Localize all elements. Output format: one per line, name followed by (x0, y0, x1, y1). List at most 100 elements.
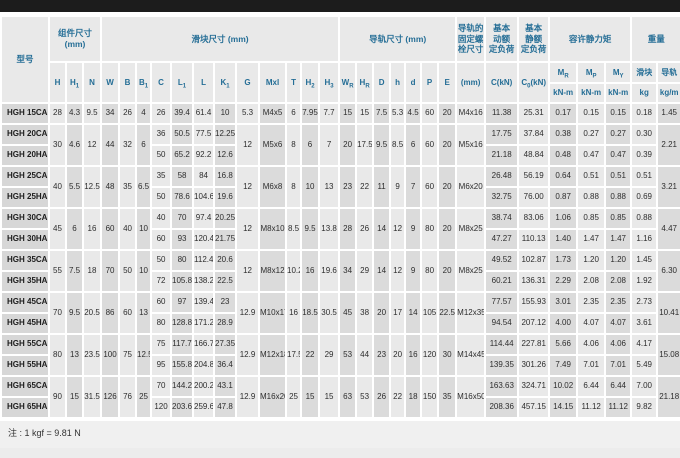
cell-Ckn: 114.44 (484, 333, 520, 356)
shared-cell-h: 22 (389, 375, 407, 419)
shared-cell-HR: 44 (355, 333, 375, 377)
cell-L: 104.6 (192, 186, 216, 209)
cell-K1: 43.1 (213, 375, 238, 398)
shared-cell-T: 6 (285, 102, 303, 125)
cell-mB: 5.49 (630, 354, 659, 377)
shared-cell-Mxl: M8x12 (258, 249, 288, 293)
cell-C0kn: 110.13 (517, 228, 551, 251)
shared-cell-H3: 13.8 (318, 207, 341, 251)
shared-cell-E: 20 (437, 249, 458, 293)
table-row: HGH 25HA 50 78.6 104.6 19.6 32.75 76.00 0.87 0.8… (0, 186, 680, 209)
shared-cell-B: 32 (118, 123, 138, 167)
shared-cell-T: 8 (285, 165, 303, 209)
table-body: HGH 15CA 28 4.3 9.5 34 26 4 26 39.4 61.4 10 5.3 M4x5… (0, 102, 680, 419)
shared-cell-D: 26 (372, 375, 392, 419)
table-row: HGH 35CA 55 7.5 18 70 50 10 50 80 112.4 20.6 12 M8x1… (0, 249, 680, 293)
model-cell: HGH 65CA (0, 375, 50, 398)
shared-cell-bolt: M6x20 (455, 165, 487, 209)
group-header: 滑块尺寸 (mm) (100, 15, 341, 63)
shared-cell-W: 86 (100, 291, 121, 335)
cell-Ckn: 49.52 (484, 249, 520, 272)
cell-K1: 16.8 (213, 165, 238, 188)
cell-K1: 23 (213, 291, 238, 314)
shared-cell-B: 26 (118, 102, 138, 125)
shared-cell-H3: 7 (318, 123, 341, 167)
cell-MR: 3.01 (548, 291, 579, 314)
shared-cell-Mxl: M16x20 (258, 375, 288, 419)
shared-cell-W: 44 (100, 123, 121, 167)
cell-K1: 19.6 (213, 186, 238, 209)
shared-cell-D: 14 (372, 249, 392, 293)
shared-cell-HR: 22 (355, 165, 375, 209)
cell-MP: 0.47 (576, 144, 607, 167)
shared-cell-bolt: M12x35 (455, 291, 487, 335)
shared-cell-B1: 6.5 (135, 165, 153, 209)
group-header: 导轨尺寸 (mm) (338, 15, 458, 63)
unit-header: kN-m (548, 82, 579, 104)
cell-C0kn: 136.31 (517, 270, 551, 293)
column-header: G (235, 61, 261, 104)
cell-MP: 0.15 (576, 102, 607, 125)
shared-cell-H2: 18.5 (300, 291, 321, 335)
cell-L: 84 (192, 165, 216, 188)
shared-cell-bolt: M16x50 (455, 375, 487, 419)
cell-L: 97.4 (192, 207, 216, 230)
shared-cell-H2: 7.95 (300, 102, 321, 125)
table-row: HGH 65CA 90 15 31.5 126 76 25 70 144.2 200.2 43.1 1… (0, 375, 680, 419)
shared-cell-H2: 15 (300, 375, 321, 419)
column-header: D (372, 61, 392, 104)
shared-cell-W: 34 (100, 102, 121, 125)
shared-cell-W: 48 (100, 165, 121, 209)
shared-cell-P: 60 (420, 165, 440, 209)
column-header: C (150, 61, 173, 104)
shared-cell-Mxl: M12x18 (258, 333, 288, 377)
shared-cell-H1: 6 (65, 207, 84, 251)
cell-MY: 0.27 (604, 123, 633, 146)
shared-cell-D: 14 (372, 207, 392, 251)
column-header: d (404, 61, 423, 104)
group-header: 导轨的 固定螺 栓尺寸 (455, 15, 487, 63)
unit-header: kg (630, 82, 659, 104)
cell-MY: 0.88 (604, 186, 633, 209)
shared-cell-mR: 10.41 (656, 291, 680, 335)
shared-cell-H: 80 (48, 333, 67, 377)
shared-cell-Mxl: M8x10 (258, 207, 288, 251)
shared-cell-D: 20 (372, 291, 392, 335)
table-row: HGH 35HA 72 105.8 138.2 22.5 60.21 136.31 2.29 2… (0, 270, 680, 293)
cell-MR: 1.40 (548, 228, 579, 251)
shared-cell-E: 35 (437, 375, 458, 419)
shared-cell-E: 20 (437, 123, 458, 167)
cell-mB: 4.17 (630, 333, 659, 356)
shared-cell-G: 12.9 (235, 333, 261, 377)
shared-cell-B: 35 (118, 165, 138, 209)
shared-cell-WR: 28 (338, 207, 358, 251)
column-header: P (420, 61, 440, 104)
cell-Ckn: 77.57 (484, 291, 520, 314)
shared-cell-P: 150 (420, 375, 440, 419)
model-cell: HGH 25CA (0, 165, 50, 188)
cell-L1: 58 (170, 165, 195, 188)
shared-cell-d: 4.5 (404, 102, 423, 125)
cell-L: 77.5 (192, 123, 216, 146)
cell-C: 40 (150, 207, 173, 230)
cell-Ckn: 47.27 (484, 228, 520, 251)
cell-MY: 6.44 (604, 375, 633, 398)
shared-cell-E: 20 (437, 165, 458, 209)
shared-cell-HR: 17.5 (355, 123, 375, 167)
shared-cell-HR: 15 (355, 102, 375, 125)
shared-cell-B: 60 (118, 291, 138, 335)
cell-C: 120 (150, 396, 173, 419)
cell-MR: 1.06 (548, 207, 579, 230)
cell-K1: 20.25 (213, 207, 238, 230)
shared-cell-D: 7.5 (372, 102, 392, 125)
cell-MP: 0.85 (576, 207, 607, 230)
shared-cell-WR: 53 (338, 333, 358, 377)
cell-MR: 7.49 (548, 354, 579, 377)
shared-cell-H1: 13 (65, 333, 84, 377)
cell-C0kn: 155.93 (517, 291, 551, 314)
shared-cell-WR: 15 (338, 102, 358, 125)
shared-cell-H2: 10 (300, 165, 321, 209)
cell-Ckn: 139.35 (484, 354, 520, 377)
shared-cell-H2: 9.5 (300, 207, 321, 251)
shared-cell-P: 60 (420, 123, 440, 167)
